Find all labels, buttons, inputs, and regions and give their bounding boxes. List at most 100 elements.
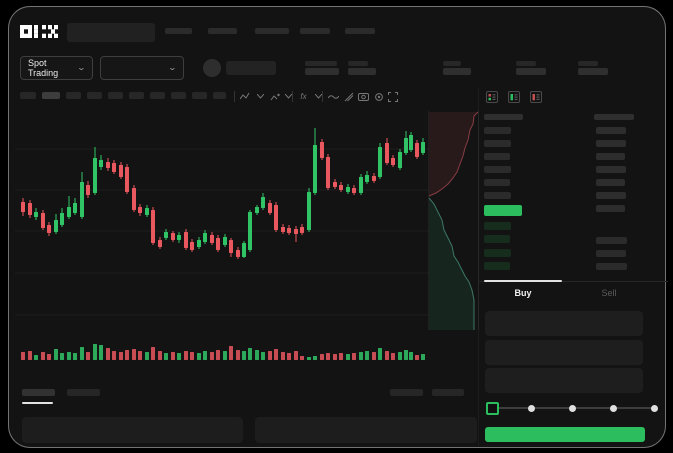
draw-tool-icon[interactable] (342, 90, 355, 103)
bid-row[interactable] (484, 235, 510, 244)
depth-chart-region (428, 110, 479, 330)
slider-dot[interactable] (610, 404, 617, 412)
stat-value-4 (516, 68, 546, 75)
indicators-icon[interactable] (239, 90, 252, 103)
stat-value-2 (348, 68, 376, 75)
ask-row[interactable] (484, 179, 510, 186)
orderbook-amount-row[interactable] (596, 250, 626, 257)
market-type-dropdown[interactable]: Spot Trading ⌄ (20, 56, 93, 80)
ask-row[interactable] (484, 192, 511, 199)
orderbook-view-all-icon[interactable] (485, 90, 498, 103)
bid-row[interactable] (484, 261, 510, 270)
timeframe-button-6[interactable] (129, 92, 144, 99)
stat-value-3 (443, 68, 471, 75)
orderbook-amount-row[interactable] (596, 179, 625, 186)
nav-item-3[interactable] (255, 28, 289, 34)
stat-value-1 (305, 68, 339, 75)
last-price-bar[interactable] (484, 205, 522, 216)
stat-label-1 (305, 61, 337, 66)
orderbook-amount-row[interactable] (596, 237, 627, 244)
slider-dot[interactable] (651, 404, 658, 412)
pair-search-bar[interactable] (67, 23, 155, 42)
line-tool-icon[interactable] (327, 90, 340, 103)
right-panel-divider (478, 88, 479, 446)
slider-dot[interactable] (569, 404, 576, 412)
depth-chart (429, 111, 478, 330)
stat-label-2 (348, 61, 368, 66)
chevron-down-icon[interactable] (282, 90, 295, 103)
nav-item-1[interactable] (165, 28, 192, 34)
trade-tabs-divider (479, 281, 668, 282)
orderbook-view-asks-icon[interactable] (529, 90, 542, 103)
chevron-down-icon: ⌄ (76, 63, 87, 72)
price-input[interactable] (485, 311, 643, 336)
orderbook-amount-row[interactable] (596, 140, 626, 147)
timeframe-button-5[interactable] (108, 92, 123, 99)
orderbook-amount-row[interactable] (596, 166, 626, 173)
stat-label-3 (443, 61, 461, 66)
fx-indicator-icon[interactable]: fx (300, 92, 307, 101)
nav-item-2[interactable] (208, 28, 237, 34)
orders-tab-1[interactable] (22, 389, 55, 396)
buy-submit-button[interactable] (485, 427, 645, 442)
timeframe-button-9[interactable] (192, 92, 207, 99)
timeframe-button-3[interactable] (66, 92, 81, 99)
stat-value-5 (578, 68, 608, 75)
camera-icon[interactable] (357, 90, 370, 103)
ask-row[interactable] (484, 140, 511, 147)
toolbar-divider (234, 91, 235, 102)
toolbar-divider (292, 91, 293, 102)
bid-row[interactable] (484, 248, 511, 257)
open-orders-panel (22, 417, 243, 443)
timeframe-button-2[interactable] (42, 92, 60, 99)
ask-row[interactable] (484, 153, 510, 160)
pair-name-placeholder (226, 61, 276, 75)
orderbook-amount-row[interactable] (596, 205, 625, 212)
settings-gear-icon[interactable] (372, 90, 385, 103)
timeframe-button-1[interactable] (20, 92, 36, 99)
fullscreen-icon[interactable] (386, 90, 399, 103)
timeframe-button-8[interactable] (171, 92, 186, 99)
active-tab-underline (22, 402, 53, 404)
orderbook-amount-row[interactable] (596, 153, 625, 160)
bid-row[interactable] (484, 222, 511, 230)
amount-slider[interactable] (486, 399, 660, 417)
buy-tab[interactable]: Buy (514, 288, 532, 298)
price-chart-region[interactable] (15, 108, 429, 362)
orderbook-amount-row[interactable] (596, 192, 626, 199)
pair-selector-dropdown[interactable]: ⌄ (100, 56, 184, 80)
stat-label-4 (516, 61, 536, 66)
nav-item-5[interactable] (345, 28, 375, 34)
timeframe-button-7[interactable] (150, 92, 165, 99)
slider-handle[interactable] (486, 402, 499, 415)
timeframe-button-10[interactable] (213, 92, 226, 99)
order-history-panel (255, 417, 477, 443)
timeframe-button-4[interactable] (87, 92, 102, 99)
amount-input[interactable] (485, 340, 643, 365)
nav-item-4[interactable] (300, 28, 330, 34)
toolbar-divider (322, 91, 323, 102)
coin-icon (203, 59, 221, 77)
ask-row[interactable] (484, 127, 511, 134)
orderbook-right-header (594, 114, 634, 120)
orderbook-amount-row[interactable] (596, 263, 627, 270)
orderbook-view-bids-icon[interactable] (507, 90, 520, 103)
ask-row[interactable] (484, 166, 511, 173)
buy-tab-indicator (484, 280, 562, 282)
slider-dot[interactable] (528, 404, 535, 412)
chevron-down-icon: ⌄ (167, 63, 178, 72)
orders-tab-2[interactable] (67, 389, 100, 396)
orders-action-button-1[interactable] (390, 389, 423, 396)
sell-tab[interactable]: Sell (601, 288, 617, 298)
okx-logo (20, 25, 58, 38)
candle-style-icon[interactable] (268, 90, 281, 103)
chevron-down-icon[interactable] (312, 90, 325, 103)
chevron-down-icon[interactable] (254, 90, 267, 103)
orderbook-amount-row[interactable] (596, 127, 626, 134)
stat-label-5 (578, 61, 598, 66)
total-input[interactable] (485, 368, 643, 393)
orders-action-button-2[interactable] (432, 389, 464, 396)
orderbook-left-header (484, 114, 523, 120)
candlestick-chart (15, 128, 429, 360)
